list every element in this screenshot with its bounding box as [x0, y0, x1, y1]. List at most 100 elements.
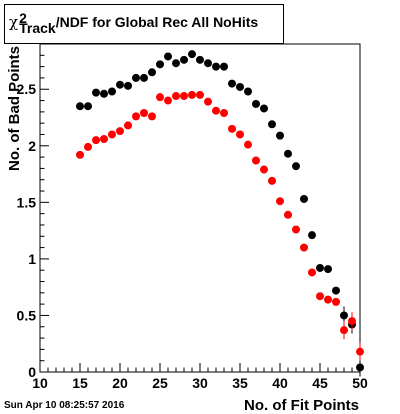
- data-point: [76, 102, 84, 111]
- data-point: [276, 131, 284, 140]
- data-point: [356, 347, 364, 356]
- x-tick-label: 50: [352, 375, 368, 391]
- data-point: [300, 194, 308, 203]
- chart-title: χ 2 Track/NDF for Global Rec All NoHits: [9, 10, 259, 37]
- data-point: [180, 55, 188, 64]
- x-tick-label: 30: [192, 375, 208, 391]
- data-point: [76, 150, 84, 159]
- series-0: [76, 50, 364, 377]
- data-point: [340, 311, 348, 320]
- data-point: [324, 295, 332, 304]
- data-point: [172, 92, 180, 101]
- data-point: [220, 62, 228, 71]
- data-series: [76, 50, 364, 377]
- data-point: [252, 99, 260, 108]
- x-axis-label: No. of Fit Points: [244, 397, 359, 414]
- x-tick-label: 35: [232, 375, 248, 391]
- data-point: [140, 108, 148, 117]
- data-point: [116, 80, 124, 89]
- data-point: [84, 102, 92, 111]
- data-point: [300, 243, 308, 252]
- data-point: [148, 68, 156, 77]
- title-rest: /NDF for Global Rec All NoHits: [55, 14, 259, 30]
- data-point: [260, 104, 268, 113]
- data-point: [220, 108, 228, 117]
- data-point: [212, 106, 220, 115]
- y-tick-label: 2: [28, 138, 36, 154]
- data-point: [196, 55, 204, 64]
- x-tick-label: 40: [272, 375, 288, 391]
- data-point: [148, 112, 156, 121]
- data-point: [316, 292, 324, 301]
- data-point: [188, 90, 196, 99]
- data-point: [292, 162, 300, 171]
- data-point: [348, 317, 356, 326]
- title-subscript: Track: [19, 20, 56, 37]
- data-point: [276, 197, 284, 206]
- data-point: [132, 112, 140, 121]
- title-symbol: χ: [9, 13, 19, 31]
- y-tick-label: 0.5: [17, 307, 37, 323]
- data-point: [124, 81, 132, 90]
- data-point: [268, 176, 276, 185]
- y-tick-label: 1: [28, 251, 36, 267]
- data-point: [188, 50, 196, 59]
- data-point: [252, 156, 260, 165]
- data-point: [244, 140, 252, 149]
- data-point: [116, 127, 124, 136]
- data-point: [340, 326, 348, 335]
- data-point: [332, 286, 340, 295]
- data-point: [172, 59, 180, 68]
- data-point: [228, 79, 236, 88]
- title-box: χ 2 Track/NDF for Global Rec All NoHits: [4, 4, 284, 44]
- x-tick-label: 10: [32, 375, 48, 391]
- data-point: [132, 73, 140, 82]
- data-point: [308, 268, 316, 277]
- title-superscript: 2: [19, 10, 27, 27]
- data-point: [100, 135, 108, 144]
- y-tick-label: 2.5: [17, 81, 37, 97]
- data-point: [332, 297, 340, 306]
- data-point: [284, 210, 292, 219]
- data-point: [108, 87, 116, 96]
- data-point: [164, 52, 172, 61]
- data-point: [308, 231, 316, 240]
- data-point: [292, 225, 300, 234]
- data-point: [244, 87, 252, 96]
- y-axis-label: No. of Bad Points: [6, 46, 23, 171]
- data-point: [124, 121, 132, 130]
- x-tick-label: 15: [72, 375, 88, 391]
- data-point: [236, 82, 244, 91]
- data-point: [212, 62, 220, 71]
- x-tick-label: 20: [112, 375, 128, 391]
- x-tick-label: 45: [312, 375, 328, 391]
- data-point: [164, 96, 172, 105]
- data-point: [156, 93, 164, 102]
- data-point: [260, 165, 268, 174]
- axis-ticks: [39, 43, 361, 373]
- tick-labels: 10 15 20 25 30 35 40 45 50 0 0.5 1 1.5 2 2.5: [17, 81, 368, 391]
- data-point: [356, 363, 364, 372]
- timestamp: Sun Apr 10 08:25:57 2016: [4, 400, 125, 411]
- data-point: [268, 120, 276, 129]
- y-tick-label: 0: [28, 364, 36, 380]
- data-point: [236, 130, 244, 139]
- series-1: [76, 90, 364, 361]
- data-point: [196, 90, 204, 99]
- data-point: [100, 89, 108, 98]
- data-point: [84, 142, 92, 151]
- data-point: [228, 124, 236, 133]
- y-tick-label: 1.5: [17, 194, 37, 210]
- data-point: [324, 265, 332, 274]
- data-point: [140, 73, 148, 82]
- data-point: [204, 59, 212, 68]
- data-point: [316, 263, 324, 272]
- data-point: [92, 88, 100, 97]
- data-point: [92, 136, 100, 145]
- data-point: [108, 130, 116, 139]
- data-point: [180, 92, 188, 101]
- data-point: [156, 60, 164, 69]
- data-point: [284, 149, 292, 158]
- data-point: [204, 97, 212, 106]
